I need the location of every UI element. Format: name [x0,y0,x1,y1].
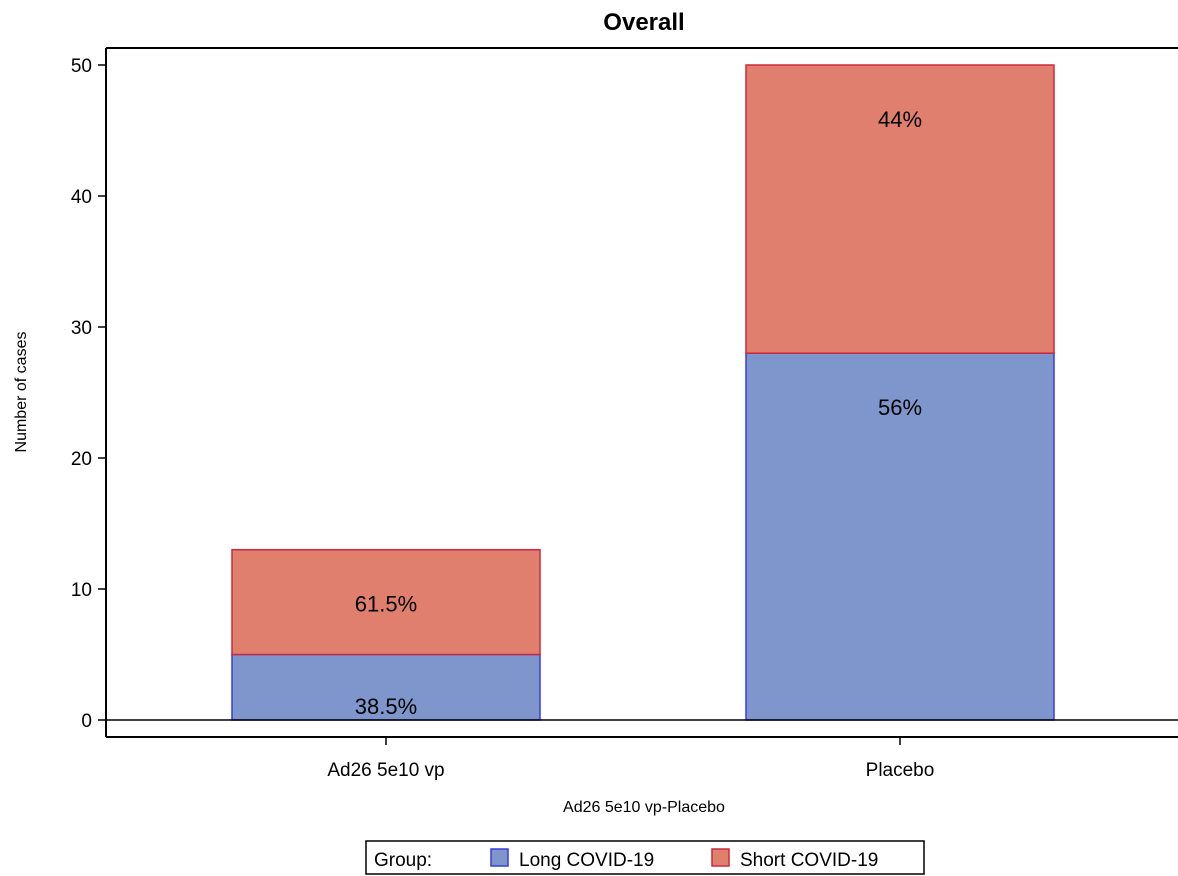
legend-box [365,840,925,875]
bar-data-label: 56% [878,395,922,420]
x-tick-label: Placebo [866,760,935,781]
bar-short-covid-19-0 [231,548,541,656]
y-tick-label: 30 [71,318,92,339]
legend-title: Group: [374,850,432,871]
legend-label-short-covid: Short COVID-19 [740,850,878,871]
x-tick-label: Ad26 5e10 vp [327,760,444,781]
y-tick-label: 10 [71,580,92,601]
x-axis-label: Ad26 5e10 vp-Placebo [563,799,725,816]
bar-labels: 38.5% 61.5% 56% 44% [355,107,922,719]
bar-long-covid-19-0 [231,653,541,721]
bar-data-label: 38.5% [355,694,417,719]
legend-label-long-covid: Long COVID-19 [519,850,654,871]
chart-title: Overall [603,9,684,36]
legend: Group: Long COVID-19 Short COVID-19 [365,840,925,875]
y-tick-label: 40 [71,187,92,208]
bar-data-label: 61.5% [355,592,417,617]
bars [231,64,1055,721]
x-axis-ticks: Ad26 5e10 vp Placebo [327,737,934,781]
bar-data-label: 44% [878,107,922,132]
y-axis-ticks: 0 10 20 30 40 50 [71,56,106,732]
legend-swatch-short-covid [711,848,730,867]
bar-short-covid-19-1 [745,64,1055,354]
y-tick-label: 50 [71,56,92,77]
y-tick-label: 0 [81,711,92,732]
plot-area [105,47,1178,738]
y-tick-label: 20 [71,449,92,470]
legend-swatch-long-covid [490,848,509,867]
y-axis-label: Number of cases [13,332,30,453]
